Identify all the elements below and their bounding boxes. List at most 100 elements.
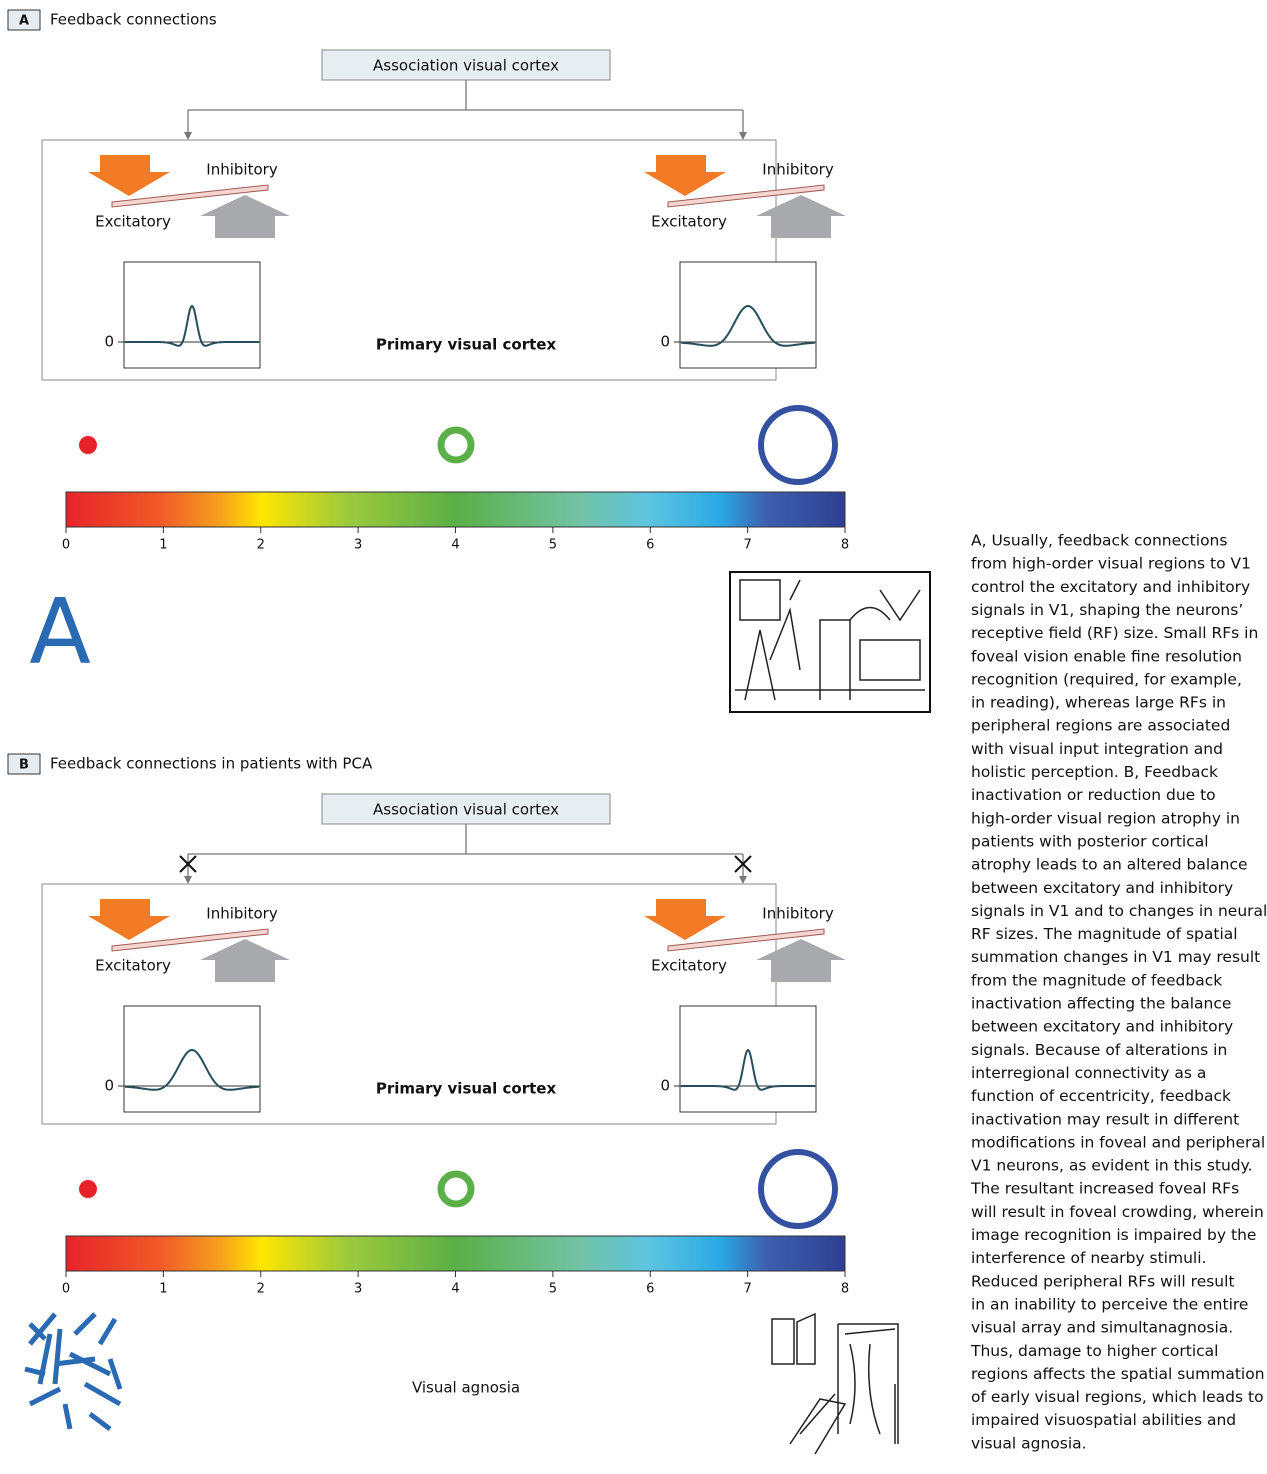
scale-tick-label: 3 xyxy=(354,1282,362,1297)
scale-tick-label: 6 xyxy=(646,1282,654,1297)
caption-line: atrophy leads to an altered balance xyxy=(971,856,1248,874)
scale-tick-label: 1 xyxy=(159,538,167,553)
excitatory-label: Excitatory xyxy=(651,957,727,975)
caption-line: visual agnosia. xyxy=(971,1434,1087,1452)
arrow-head xyxy=(739,876,747,884)
scale-tick-label: 7 xyxy=(743,1282,751,1297)
caption-line: holistic perception. B, Feedback xyxy=(971,763,1218,781)
caption-line: in reading), whereas large RFs in xyxy=(971,694,1226,712)
caption-line: control the excitatory and inhibitory xyxy=(971,578,1250,596)
small-rf xyxy=(79,1180,97,1198)
outcome-label: Visual agnosia xyxy=(412,1379,520,1397)
scale-tick-label: 7 xyxy=(743,538,751,553)
scale-tick-label: 4 xyxy=(451,1282,459,1297)
excitatory-label: Excitatory xyxy=(95,957,171,975)
panel: A Feedback connections Association visual … xyxy=(7,9,931,713)
caption-line: peripheral regions are associated xyxy=(971,717,1230,735)
zero-label: 0 xyxy=(104,1077,114,1095)
medium-rf xyxy=(437,426,475,464)
fragment-sketch xyxy=(771,1312,899,1455)
caption-line: receptive field (RF) size. Small RFs in xyxy=(971,624,1258,642)
target-box xyxy=(41,883,777,1125)
zero-label: 0 xyxy=(660,333,670,351)
rf-plot-box xyxy=(679,1005,817,1113)
medium-rf xyxy=(437,1170,475,1208)
source-label: Association visual cortex xyxy=(373,801,559,819)
caption-line: interference of nearby stimuli. xyxy=(971,1249,1206,1267)
panel-label: B xyxy=(19,758,29,773)
panel-label: A xyxy=(19,14,29,29)
stimulus-letter: A xyxy=(29,580,91,685)
caption-line: between excitatory and inhibitory xyxy=(971,1018,1233,1036)
caption-line: signals in V1 and to changes in neural xyxy=(971,902,1267,920)
inhibitory-arrow xyxy=(756,195,846,238)
scale-tick-label: 3 xyxy=(354,538,362,553)
rf-plot-box xyxy=(123,1005,261,1113)
caption-line: Reduced peripheral RFs will result xyxy=(971,1272,1235,1290)
caption-line: from the magnitude of feedback xyxy=(971,971,1222,989)
caption-line: from high-order visual regions to V1 xyxy=(971,555,1251,573)
caption-line: high-order visual region atrophy in xyxy=(971,809,1240,827)
panel-label-box xyxy=(7,753,41,775)
connector xyxy=(188,824,743,855)
connector xyxy=(188,80,743,111)
scale-tick-label: 4 xyxy=(451,538,459,553)
excitatory-arrow xyxy=(88,899,170,940)
balance-bar xyxy=(111,928,269,952)
inhibitory-arrow xyxy=(200,195,290,238)
excitatory-arrow xyxy=(644,155,726,196)
scale-tick-label: 2 xyxy=(257,1282,265,1297)
scrambled-letter xyxy=(24,1312,123,1431)
caption-line: summation changes in V1 may result xyxy=(971,948,1260,966)
rf-plot-box xyxy=(679,261,817,369)
zero-label: 0 xyxy=(660,1077,670,1095)
caption-line: inactivation or reduction due to xyxy=(971,786,1216,804)
caption-line: inactivation may result in different xyxy=(971,1110,1239,1128)
caption-line: patients with posterior cortical xyxy=(971,832,1209,850)
eccentricity-scale xyxy=(65,1235,846,1272)
caption-line: image recognition is impaired by the xyxy=(971,1226,1256,1244)
target-label: Primary visual cortex xyxy=(376,1080,557,1098)
inhibitory-arrow xyxy=(200,939,290,982)
caption-line: in an inability to perceive the entire xyxy=(971,1295,1248,1313)
source-box xyxy=(321,49,611,81)
balance-bar xyxy=(111,184,269,208)
caption-line: impaired visuospatial abilities and xyxy=(971,1411,1236,1429)
caption-line: between excitatory and inhibitory xyxy=(971,879,1233,897)
caption-line: regions affects the spatial summation xyxy=(971,1365,1265,1383)
inhibitory-arrow xyxy=(756,939,846,982)
panel-label-box xyxy=(7,9,41,31)
rf-curve xyxy=(680,304,816,347)
caption-line: signals. Because of alterations in xyxy=(971,1041,1227,1059)
blocked-mark xyxy=(734,855,752,873)
inhibitory-label: Inhibitory xyxy=(762,905,834,923)
large-rf xyxy=(758,405,838,485)
caption-line: inactivation affecting the balance xyxy=(971,995,1231,1013)
scale-tick-label: 0 xyxy=(62,1282,70,1297)
excitatory-arrow xyxy=(644,899,726,940)
rf-plot-box xyxy=(123,261,261,369)
scale-tick-label: 2 xyxy=(257,538,265,553)
caption-line: visual array and simultanagnosia. xyxy=(971,1319,1233,1337)
eccentricity-scale xyxy=(65,491,846,528)
zero-label: 0 xyxy=(104,333,114,351)
arrow-head xyxy=(184,132,192,140)
caption-line: function of eccentricity, feedback xyxy=(971,1087,1231,1105)
scene-lines xyxy=(735,579,925,701)
excitatory-label: Excitatory xyxy=(651,213,727,231)
scene-sketch xyxy=(729,571,931,713)
caption-line: interregional connectivity as a xyxy=(971,1064,1206,1082)
inhibitory-label: Inhibitory xyxy=(762,161,834,179)
caption-line: foveal vision enable fine resolution xyxy=(971,647,1242,665)
scale-tick-label: 8 xyxy=(841,538,849,553)
blocked-mark xyxy=(179,855,197,873)
balance-bar xyxy=(667,928,825,952)
rf-curve xyxy=(125,304,259,347)
target-box xyxy=(41,139,777,381)
panel-title: Feedback connections in patients with PC… xyxy=(50,755,373,773)
caption-line: signals in V1, shaping the neurons’ xyxy=(971,601,1243,619)
inhibitory-label: Inhibitory xyxy=(206,161,278,179)
caption-line: The resultant increased foveal RFs xyxy=(970,1180,1239,1198)
caption-line: with visual input integration and xyxy=(971,740,1223,758)
